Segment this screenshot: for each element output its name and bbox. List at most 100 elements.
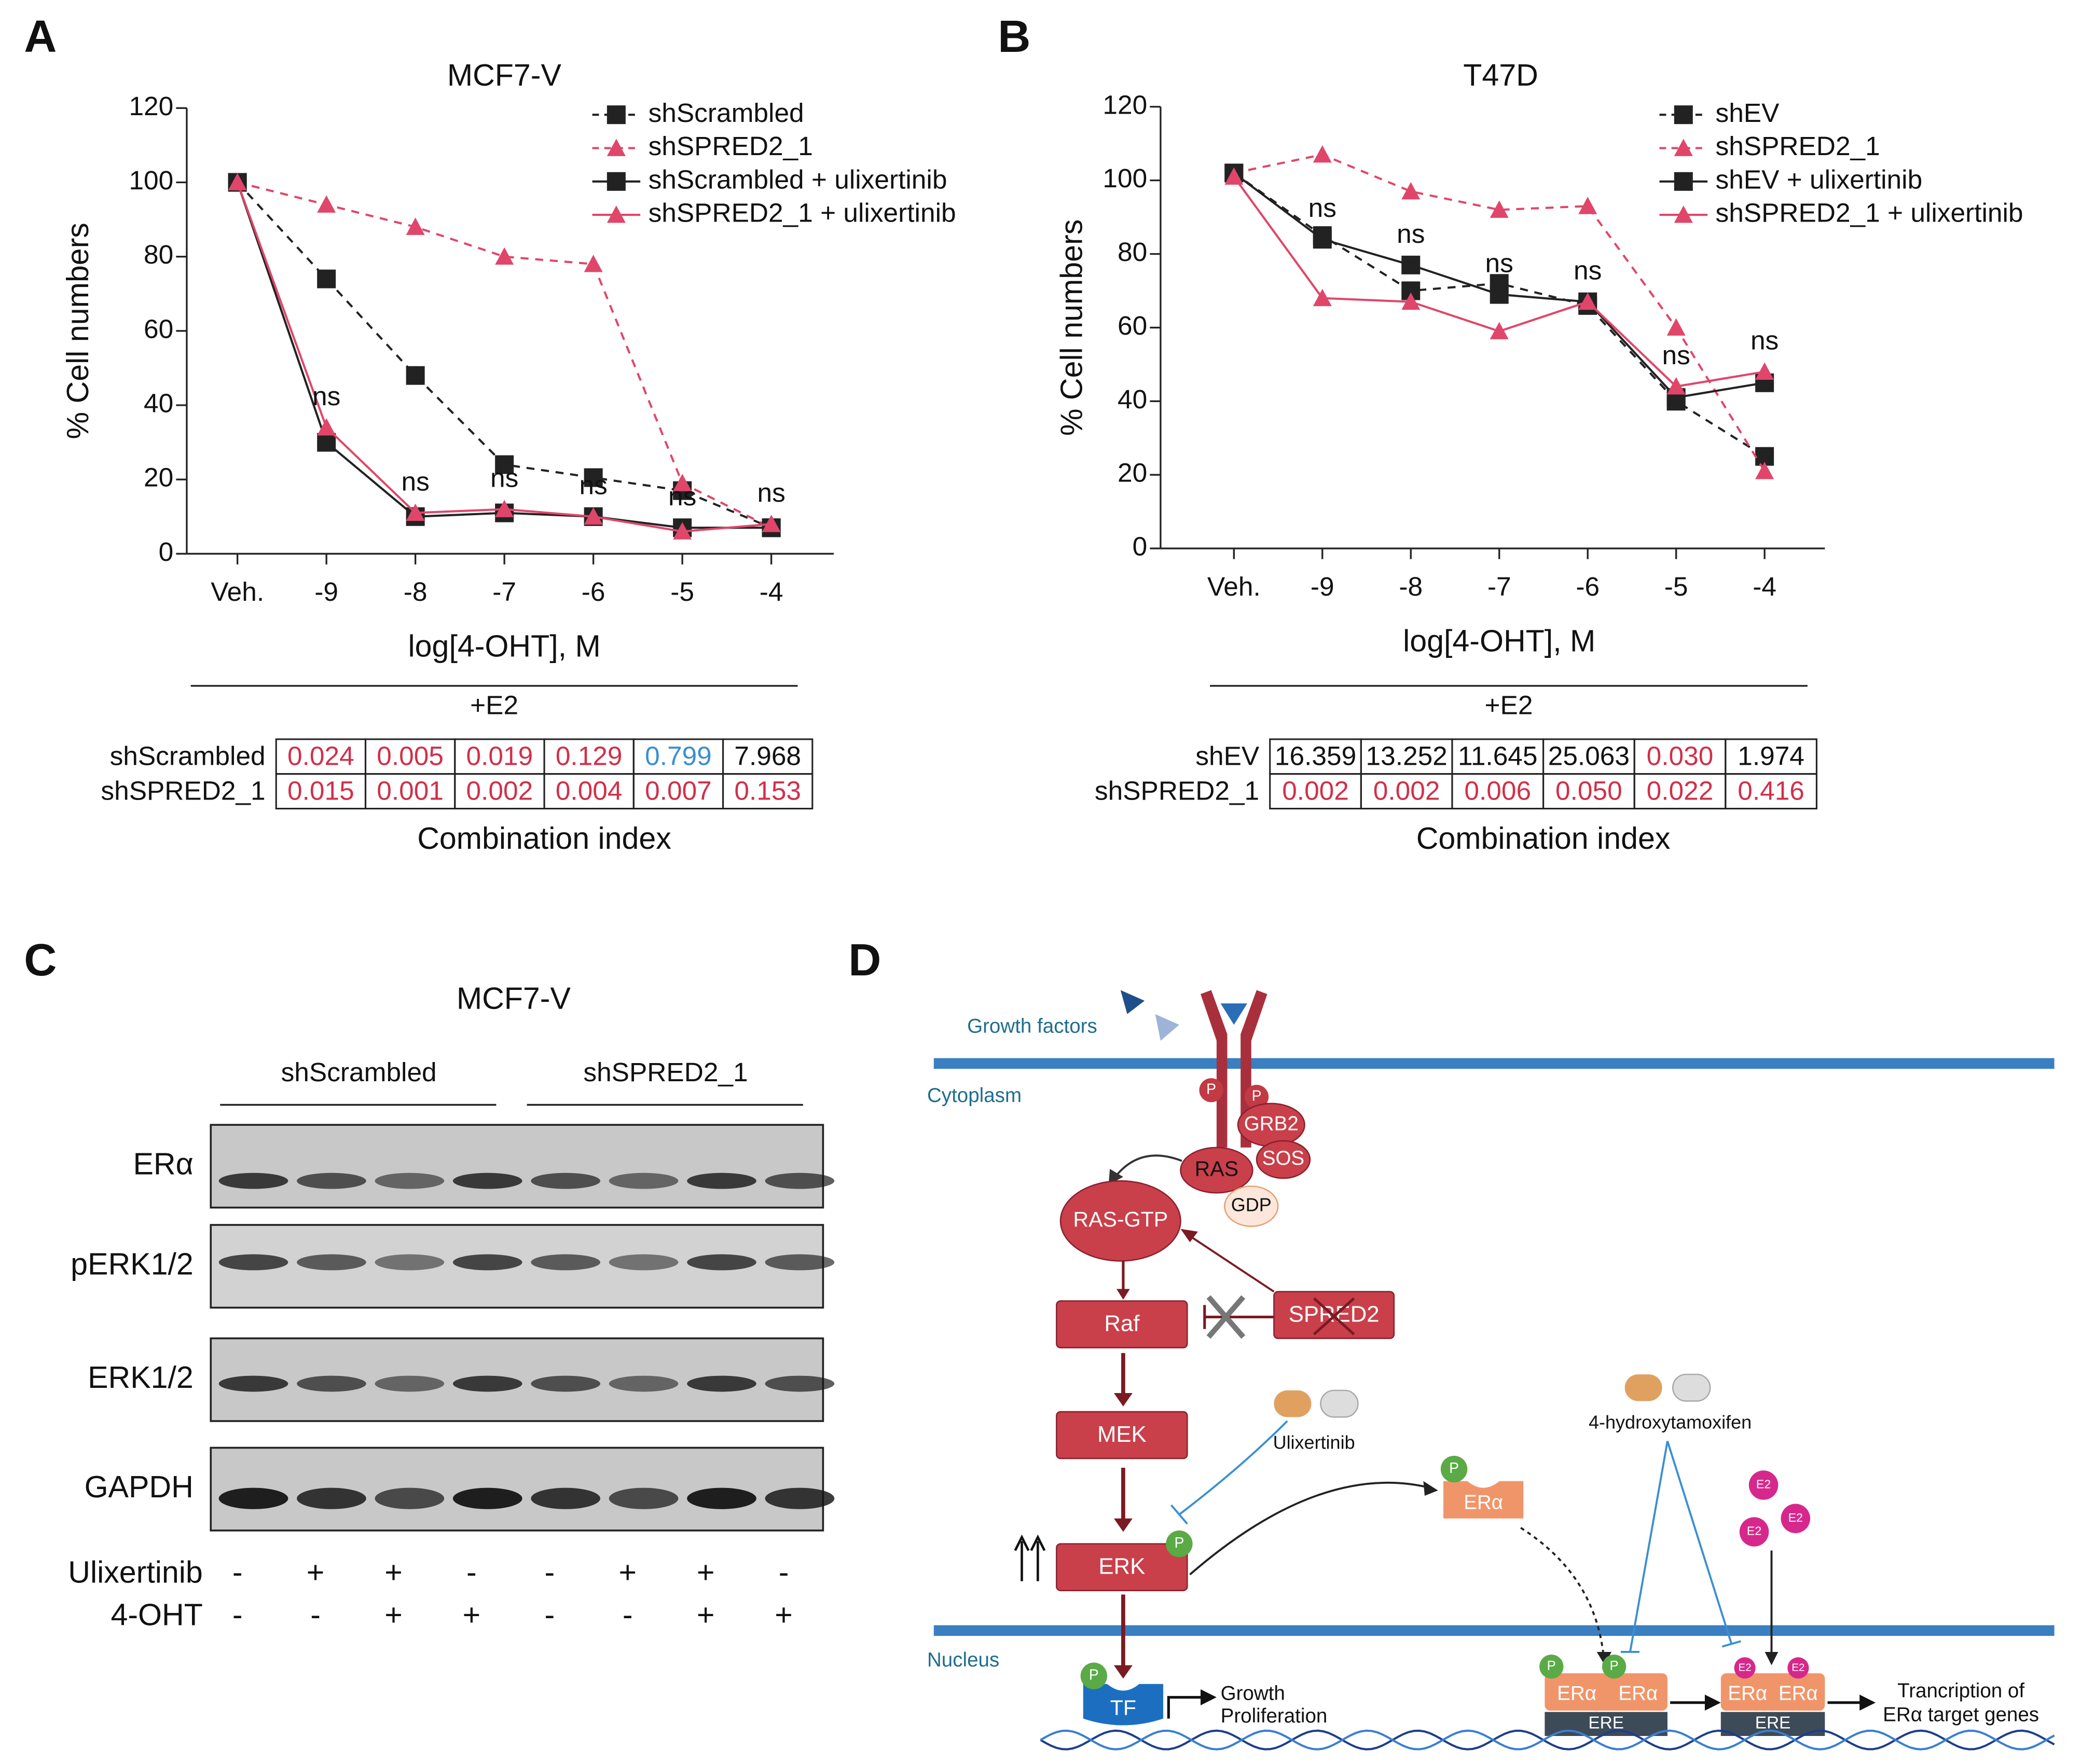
band — [765, 1487, 835, 1509]
table-value: 16.359 — [1275, 740, 1356, 770]
band — [531, 1254, 601, 1271]
blot-membrane — [210, 1124, 824, 1209]
marker — [1578, 197, 1597, 214]
panel-label: D — [848, 934, 881, 985]
table-value: 0.129 — [556, 740, 623, 770]
x-tick-label: -8 — [404, 576, 428, 607]
marker — [1666, 318, 1686, 336]
treatment-sign: + — [697, 1597, 715, 1632]
treatment-sign: - — [544, 1597, 555, 1632]
band — [218, 1254, 288, 1271]
node — [1083, 1684, 1164, 1726]
label: TF — [1110, 1696, 1136, 1719]
arrow — [1167, 1696, 1204, 1719]
inhibition — [1170, 1504, 1188, 1525]
table-value: 0.007 — [645, 775, 712, 805]
band — [531, 1487, 601, 1509]
band — [531, 1173, 601, 1189]
table-cell — [1725, 773, 1817, 810]
cell-membrane — [933, 1058, 2055, 1069]
marker — [1224, 167, 1244, 185]
condition-label: +E2 — [1485, 690, 1533, 720]
y-tick-label: 100 — [1102, 163, 1147, 193]
label: Cytoplasm — [927, 1084, 1022, 1107]
arrowhead — [1180, 1229, 1198, 1243]
row-label: shSPRED2_1 — [101, 775, 265, 805]
x-tick-label: -5 — [1664, 571, 1688, 601]
node — [1056, 1411, 1188, 1459]
table-value: 0.002 — [1282, 775, 1349, 805]
legend-marker — [607, 205, 626, 223]
band — [765, 1254, 835, 1271]
band — [297, 1173, 366, 1189]
band — [687, 1173, 756, 1189]
x-axis-label: log[4-OHT], M — [1403, 623, 1595, 658]
label: E2 — [1791, 1661, 1804, 1673]
legend-label: shSPRED2_1 — [649, 131, 813, 161]
annotation: ns — [1397, 218, 1425, 249]
ligand — [1734, 1657, 1756, 1679]
y-tick-label: 100 — [129, 165, 173, 195]
label: Growth — [1221, 1682, 1285, 1704]
marker — [1490, 285, 1509, 304]
arrowhead — [1113, 1518, 1133, 1532]
y-tick-label: 60 — [1118, 310, 1147, 340]
label: Ulixertinib — [1273, 1431, 1355, 1453]
marker — [406, 217, 425, 235]
table-value: 1.974 — [1738, 740, 1804, 770]
label: ERE — [1755, 1714, 1791, 1733]
x-tick-label: -4 — [1753, 571, 1776, 601]
y-tick-label: 0 — [159, 536, 174, 567]
x-tick-label: -8 — [1399, 571, 1423, 601]
treatment-sign: + — [463, 1597, 481, 1632]
label: SOS — [1262, 1147, 1304, 1169]
arrowhead — [1201, 1689, 1217, 1705]
treatment-sign: + — [775, 1597, 793, 1632]
y-tick-label: 120 — [129, 91, 173, 121]
marker — [406, 503, 425, 521]
marker — [1401, 292, 1421, 310]
table-value: 11.645 — [1458, 740, 1537, 770]
label: Proliferation — [1221, 1705, 1328, 1727]
marker — [317, 433, 336, 452]
marker — [1578, 292, 1597, 310]
marker — [495, 455, 514, 474]
label: 4-hydroxytamoxifen — [1589, 1412, 1752, 1433]
panel-label: B — [998, 11, 1030, 62]
band — [452, 1254, 522, 1271]
annotation: ns — [312, 381, 340, 411]
band — [375, 1173, 445, 1189]
y-tick-label: 80 — [144, 239, 173, 269]
table-cell — [722, 773, 814, 810]
condition-label: +E2 — [470, 690, 518, 720]
label: ERα — [1557, 1682, 1596, 1704]
x-tick-label: -6 — [582, 576, 605, 607]
legend-marker — [1674, 139, 1693, 156]
legend-label: shSPRED2_1 — [1716, 131, 1880, 161]
annotation: ns — [1662, 340, 1690, 370]
treatment-sign: + — [384, 1554, 403, 1589]
phospho — [1602, 1655, 1627, 1679]
x-tick-label: -7 — [492, 576, 516, 607]
label: Growth factors — [967, 1015, 1097, 1038]
table-value: 0.022 — [1647, 775, 1714, 805]
phospho — [1199, 1078, 1223, 1102]
treatment-sign: + — [618, 1554, 637, 1589]
x-tick-label: -6 — [1576, 571, 1600, 601]
y-tick-label: 40 — [144, 388, 173, 418]
x-tick-label: -5 — [670, 576, 694, 607]
x-tick-label: Veh. — [211, 576, 264, 607]
node — [1443, 1481, 1524, 1519]
band — [452, 1375, 522, 1392]
label: ERα — [1618, 1682, 1658, 1704]
band — [609, 1375, 679, 1392]
legend-label: shEV — [1716, 98, 1780, 128]
ligand — [1781, 1504, 1811, 1534]
treatment-sign: + — [307, 1554, 325, 1589]
label: P — [1610, 1659, 1619, 1673]
legend-label: shEV + ulixertinib — [1716, 164, 1923, 194]
x-tick-label: -4 — [760, 576, 783, 607]
table-value: 0.002 — [466, 775, 533, 805]
band — [452, 1173, 522, 1189]
